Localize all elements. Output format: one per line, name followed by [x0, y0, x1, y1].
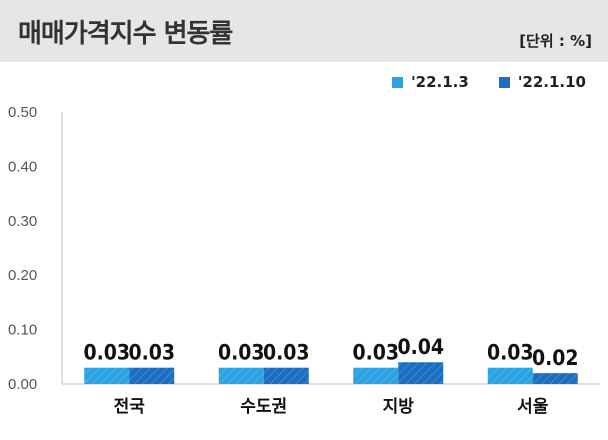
data-label: 0.03	[83, 341, 130, 365]
data-label: 0.03	[263, 341, 310, 365]
y-tick-label: 0.30	[8, 213, 37, 230]
x-tick-label: 수도권	[240, 397, 287, 417]
bar-series-2	[263, 367, 309, 384]
data-label: 0.03	[352, 341, 399, 365]
bar-series-1	[353, 367, 399, 384]
data-label: 0.02	[532, 346, 579, 370]
y-tick-label: 0.10	[8, 322, 37, 339]
bar-series-1	[218, 367, 264, 384]
bar-series-2	[398, 362, 444, 384]
legend-swatch-series-1	[392, 76, 404, 88]
legend-item-series-1: '22.1.3	[392, 73, 469, 91]
y-tick-label: 0.40	[8, 158, 37, 175]
y-tick-label: 0.50	[8, 104, 37, 121]
data-label: 0.03	[218, 341, 265, 365]
x-tick-label: 지방	[383, 397, 415, 417]
data-label: 0.03	[487, 341, 534, 365]
data-label: 0.04	[397, 335, 444, 359]
bar-series-1	[487, 367, 533, 384]
bar-series-2	[129, 367, 175, 384]
legend-label-series-2: '22.1.10	[517, 73, 586, 91]
y-tick-label: 0.00	[8, 376, 37, 393]
chart-title: 매매가격지수 변동률	[18, 19, 233, 49]
legend: '22.1.3 '22.1.10	[362, 73, 586, 91]
unit-label: [단위 : %]	[519, 32, 592, 50]
bar-series-1	[84, 367, 130, 384]
legend-label-series-1: '22.1.3	[411, 73, 469, 91]
x-tick-label: 전국	[114, 397, 146, 417]
bar-series-2	[532, 373, 578, 384]
data-label: 0.03	[128, 341, 175, 365]
title-bar: 매매가격지수 변동률 [단위 : %]	[0, 0, 608, 62]
x-tick-label: 서울	[517, 397, 549, 417]
legend-item-series-2: '22.1.10	[498, 73, 586, 91]
legend-swatch-series-2	[498, 76, 510, 88]
y-tick-label: 0.20	[8, 267, 37, 284]
